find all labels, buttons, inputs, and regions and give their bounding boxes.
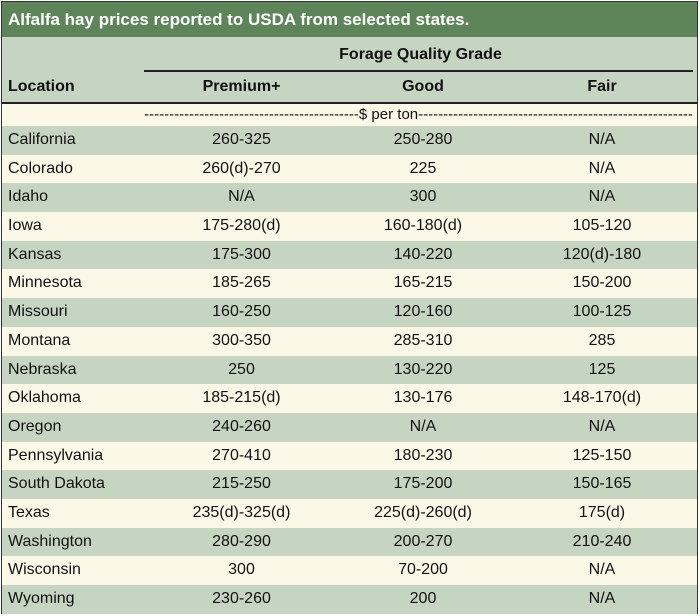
good-cell: 200-270	[393, 532, 453, 550]
table-row: Kansas 175-300 140-220 120(d)-180	[2, 240, 697, 270]
fair-cell: 150-165	[572, 475, 632, 493]
good-cell: 120-160	[393, 303, 453, 321]
table-title: Alfalfa hay prices reported to USDA from…	[2, 2, 697, 37]
table-row: Iowa 175-280(d) 160-180(d) 105-120	[2, 212, 697, 241]
location-cell: Nebraska	[8, 360, 77, 378]
premium-cell: 230-260	[212, 590, 271, 607]
premium-cell: 175-280(d)	[202, 217, 281, 235]
table-row: Oregon 240-260 N/A N/A	[2, 412, 697, 442]
forage-quality-grade-label: Forage Quality Grade	[339, 46, 502, 63]
location-cell: Montana	[8, 331, 71, 349]
fair-cell: 125	[588, 360, 616, 378]
good-cell: 140-220	[393, 245, 453, 263]
premium-column-header: Premium+	[202, 78, 281, 95]
fair-cell: 148-170(d)	[562, 389, 642, 407]
premium-cell: N/A	[228, 188, 255, 206]
premium-cell: 270-410	[212, 446, 271, 464]
fair-column-header: Fair	[587, 78, 617, 95]
good-cell: N/A	[409, 417, 437, 435]
fair-cell: 125-150	[572, 446, 632, 464]
location-cell: Colorado	[8, 159, 73, 177]
table-row: Washington 280-290 200-270 210-240	[2, 527, 697, 557]
table-row: Texas 235(d)-325(d) 225(d)-260(d) 175(d)	[2, 498, 697, 528]
location-cell: Washington	[8, 532, 92, 550]
good-cell: 175-200	[393, 475, 453, 493]
fair-cell: N/A	[588, 590, 616, 607]
location-cell: Oklahoma	[8, 389, 81, 407]
premium-cell: 185-215(d)	[202, 389, 281, 407]
location-cell: South Dakota	[8, 475, 105, 493]
table-row: Oklahoma 185-215(d) 130-176 148-170(d)	[2, 384, 697, 413]
location-cell: Wisconsin	[8, 561, 81, 579]
premium-cell: 160-250	[212, 303, 271, 321]
premium-cell: 300	[228, 561, 255, 579]
fair-cell: 210-240	[572, 532, 632, 550]
group-header-rule	[144, 70, 693, 72]
fair-cell: 150-200	[572, 274, 632, 292]
good-cell: 130-176	[393, 389, 453, 407]
good-cell: 250-280	[393, 131, 453, 148]
table-row: Pennsylvania 270-410 180-230 125-150	[2, 441, 697, 471]
good-cell: 285-310	[393, 331, 453, 349]
fair-cell: N/A	[588, 417, 616, 435]
location-cell: Kansas	[8, 245, 62, 263]
fair-cell: N/A	[588, 131, 616, 148]
location-column-header: Location	[8, 78, 75, 95]
table-header: Forage Quality Grade Location Premium+ G…	[2, 37, 697, 104]
table-row: Missouri 160-250 120-160 100-125	[2, 298, 697, 327]
location-cell: Wyoming	[8, 590, 75, 607]
table-row: Wyoming 230-260 200 N/A	[2, 585, 697, 614]
location-cell: Iowa	[8, 217, 42, 235]
header-bottom-rule	[2, 102, 697, 104]
premium-cell: 300-350	[212, 331, 271, 349]
good-column-header: Good	[402, 78, 444, 95]
good-cell: 160-180(d)	[383, 217, 463, 235]
fair-cell: 285	[588, 331, 616, 349]
fair-cell: N/A	[588, 188, 616, 206]
good-cell: 70-200	[398, 561, 448, 579]
good-cell: 180-230	[393, 446, 453, 464]
fair-cell: 120(d)-180	[562, 245, 642, 263]
premium-cell: 185-265	[212, 274, 271, 292]
fair-cell: N/A	[588, 561, 616, 579]
premium-cell: 240-260	[212, 417, 271, 435]
location-cell: Missouri	[8, 303, 68, 321]
premium-cell: 175-300	[212, 245, 271, 263]
location-cell: Minnesota	[8, 274, 82, 292]
good-cell: 200	[409, 590, 437, 607]
premium-cell: 260-325	[212, 131, 271, 148]
fair-cell: 105-120	[572, 217, 632, 235]
location-cell: Idaho	[8, 188, 49, 206]
units-label: ----------------------------------------…	[144, 106, 693, 123]
premium-cell: 260(d)-270	[202, 159, 281, 177]
table-row: Minnesota 185-265 165-215 150-200	[2, 269, 697, 299]
good-cell: 225	[409, 159, 437, 177]
table-row: South Dakota 215-250 175-200 150-165	[2, 470, 697, 499]
table-row: Nebraska 250 130-220 125	[2, 355, 697, 385]
good-cell: 130-220	[393, 360, 453, 378]
table-row: Montana 300-350 285-310 285	[2, 326, 697, 356]
fair-cell: 175(d)	[578, 503, 626, 521]
table-row: Idaho N/A 300 N/A	[2, 183, 697, 213]
table-row: California 260-325 250-280 N/A	[2, 126, 697, 155]
good-cell: 165-215	[393, 274, 453, 292]
good-cell: 300	[409, 188, 437, 206]
table-body: California 260-325 250-280 N/A Colorado 260(d…	[2, 126, 697, 614]
good-cell: 225(d)-260(d)	[374, 503, 472, 521]
location-cell: Texas	[8, 503, 50, 521]
premium-cell: 250	[228, 360, 255, 378]
fair-cell: 100-125	[572, 303, 632, 321]
location-cell: California	[8, 131, 76, 148]
units-row: ----------------------------------------…	[2, 104, 697, 126]
fair-cell: N/A	[588, 159, 616, 177]
premium-cell: 235(d)-325(d)	[192, 503, 291, 521]
premium-cell: 280-290	[212, 532, 271, 550]
location-cell: Oregon	[8, 417, 62, 435]
premium-cell: 215-250	[212, 475, 271, 493]
location-cell: Pennsylvania	[8, 446, 104, 464]
table-row: Colorado 260(d)-270 225 N/A	[2, 154, 697, 184]
table-row: Wisconsin 300 70-200 N/A	[2, 556, 697, 585]
